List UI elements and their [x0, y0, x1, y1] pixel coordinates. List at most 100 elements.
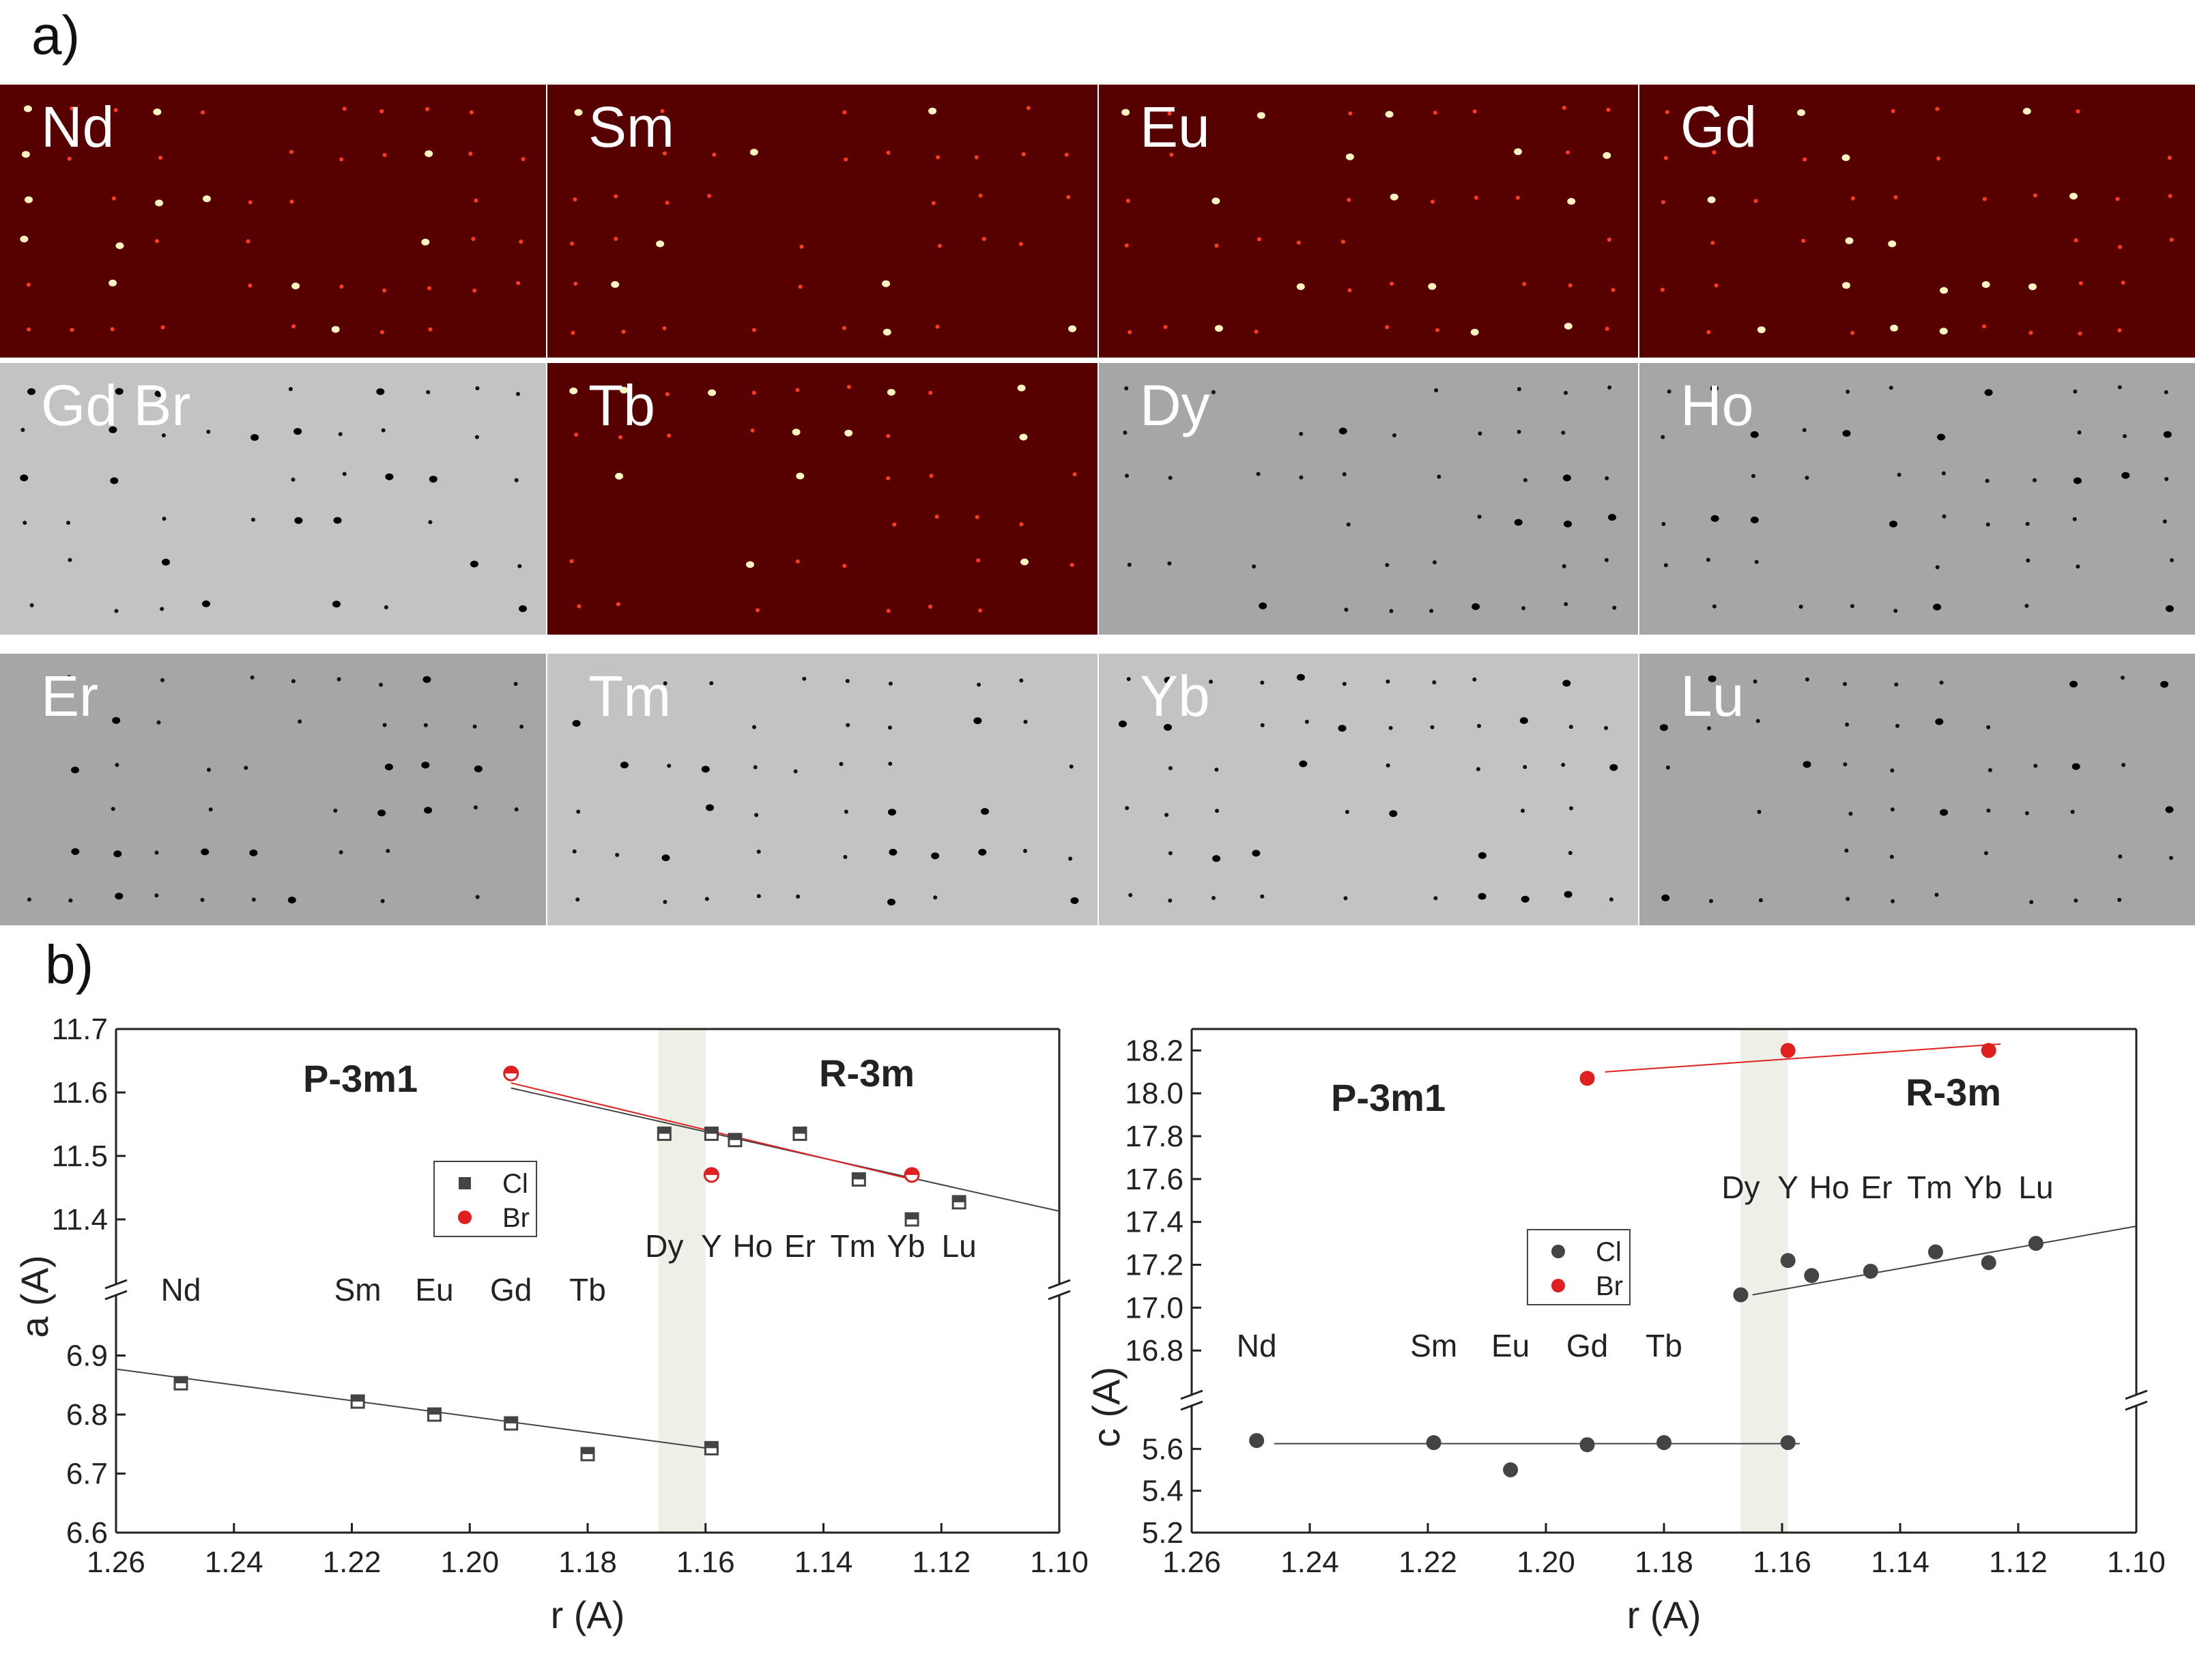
diffraction-spot [1128, 893, 1133, 897]
phase-label-right: R-3m [819, 1052, 915, 1095]
diffraction-spot [2033, 193, 2037, 198]
diffraction-spot [842, 325, 846, 330]
diffraction-spot [1478, 893, 1487, 900]
diffraction-spot [937, 244, 942, 248]
diffraction-spot [1523, 765, 1527, 769]
axis-break-mark [104, 1279, 128, 1290]
diffraction-spot [26, 283, 31, 287]
diffraction-spot [160, 325, 165, 330]
diffraction-spot [620, 762, 629, 769]
x-tick-label: 1.20 [1517, 1546, 1575, 1579]
diffraction-spot [931, 852, 940, 860]
diffraction-spot [2022, 108, 2031, 115]
diffraction-tile: Eu [1099, 85, 1638, 358]
diffraction-spot [1299, 475, 1304, 480]
diffraction-spot [1845, 237, 1854, 244]
diffraction-spot [1750, 517, 1759, 523]
data-point-cl [1656, 1435, 1672, 1451]
diffraction-spot [569, 387, 578, 394]
tile-label: Gd Br [41, 373, 191, 437]
diffraction-spot [154, 850, 159, 855]
diffraction-spot [706, 804, 714, 811]
diffraction-spot [1850, 196, 1855, 201]
diffraction-spot [1386, 679, 1390, 684]
diffraction-spot [2028, 330, 2033, 335]
x-tick-label: 1.10 [1030, 1546, 1089, 1579]
diffraction-spot [1567, 198, 1576, 205]
diffraction-spot [1803, 157, 1807, 162]
diffraction-spot [1385, 563, 1390, 567]
diffraction-spot [2163, 431, 2172, 438]
diffraction-spot [1433, 111, 1437, 115]
diffraction-spot [338, 432, 343, 437]
diffraction-spot [1019, 433, 1028, 441]
diffraction-spot [1123, 431, 1128, 435]
diffraction-spot [2024, 811, 2029, 815]
diffraction-spot [1801, 238, 1806, 243]
diffraction-spot [751, 390, 756, 395]
diffraction-spot [342, 472, 347, 476]
diffraction-spot [521, 157, 526, 162]
diffraction-spot [1167, 111, 1172, 116]
diffraction-spot [1519, 717, 1528, 724]
diffraction-spot [384, 605, 388, 609]
y-tick-label: 17.4 [1125, 1206, 1183, 1239]
diffraction-spot [1707, 196, 1716, 203]
element-label: Yb [887, 1228, 925, 1264]
diffraction-spot [1985, 478, 1990, 483]
diffraction-spot [571, 330, 575, 335]
diffraction-spot [1988, 768, 1992, 772]
y-tick-label: 17.8 [1125, 1120, 1183, 1153]
diffraction-spot [1897, 472, 1902, 477]
diffraction-spot [289, 199, 294, 204]
diffraction-spot [382, 153, 387, 158]
diffraction-spot [68, 898, 73, 903]
diffraction-spot [1845, 722, 1850, 727]
diffraction-spot [70, 328, 74, 332]
y-tick-label: 6.8 [66, 1398, 108, 1432]
diffraction-spot [1663, 563, 1668, 568]
diffraction-spot [1211, 390, 1216, 394]
diffraction-spot [1939, 680, 1944, 685]
diffraction-spot [1605, 476, 1609, 480]
diffraction-spot [1476, 767, 1480, 772]
diffraction-spot [573, 197, 577, 202]
diffraction-spot [663, 899, 668, 904]
diffraction-spot [1260, 680, 1265, 685]
diffraction-spot [1296, 674, 1305, 681]
diffraction-spot [1347, 198, 1351, 202]
data-point-br [1579, 1071, 1595, 1086]
diffraction-spot [379, 330, 384, 334]
diffraction-spot [333, 517, 342, 524]
diffraction-spot [1127, 562, 1132, 567]
diffraction-spot [2117, 897, 2122, 902]
diffraction-spot [1342, 472, 1347, 476]
diffraction-spot [1296, 240, 1301, 245]
diffraction-spot [929, 474, 934, 478]
diffraction-spot [115, 242, 124, 250]
diffraction-spot [618, 676, 622, 680]
diffraction-spot [709, 681, 714, 686]
data-point-br-fill [504, 1067, 518, 1074]
diffraction-spot [67, 675, 72, 680]
axis-break-mark [1048, 1279, 1071, 1290]
diffraction-spot [424, 807, 433, 814]
data-point-cl [1981, 1255, 1996, 1271]
diffraction-spot [1712, 150, 1717, 155]
diffraction-spot [1663, 156, 1668, 160]
data-point-cl-fill [504, 1417, 517, 1423]
diffraction-spot [793, 769, 798, 774]
diffraction-spot [1606, 107, 1611, 112]
diffraction-spot [1562, 474, 1571, 482]
diffraction-spot [1935, 565, 1940, 570]
diffraction-spot [575, 897, 580, 902]
diffraction-spot [660, 108, 665, 113]
diffraction-spot [1435, 328, 1439, 332]
diffraction-spot [339, 285, 344, 289]
diffraction-spot [2033, 764, 2038, 768]
legend-label: Cl [502, 1169, 528, 1199]
y-tick-label: 6.6 [66, 1516, 108, 1550]
chart-a-parameter: 1.26 1.24 1.22 1.20 1.18 1.16 1.14 1.12 1.10 11.7… [13, 1013, 1089, 1636]
y-axis-label: a (A) [13, 1255, 56, 1337]
diffraction-spot [1260, 894, 1265, 899]
